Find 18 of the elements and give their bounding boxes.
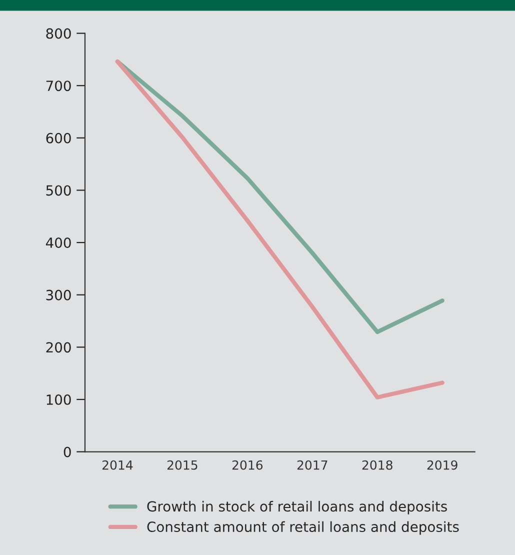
- x-tick-label: 2015: [167, 460, 198, 470]
- x-tick-label: 2017: [297, 460, 328, 470]
- y-tick-label: 800: [46, 28, 71, 39]
- x-tick-label: 2018: [362, 460, 392, 470]
- y-tick-label: 100: [46, 394, 71, 405]
- y-tick-label: 700: [46, 80, 71, 92]
- y-tick-label: 200: [46, 342, 71, 353]
- legend-label: Growth in stock of retail loans and deposits: [147, 500, 447, 514]
- y-tick-label: 600: [46, 132, 71, 144]
- line-series: [115, 59, 444, 400]
- y-tick-label: 0: [64, 446, 71, 458]
- y-tick-label: 300: [46, 290, 71, 300]
- x-tick-label: 2016: [232, 460, 263, 470]
- x-tick-label: 2019: [427, 460, 458, 470]
- y-tick-label: 400: [46, 238, 71, 248]
- legend-label: Constant amount of retail loans and deposits: [147, 521, 459, 535]
- y-tick-label: 500: [46, 185, 71, 196]
- x-tick-label: 2014: [102, 460, 133, 470]
